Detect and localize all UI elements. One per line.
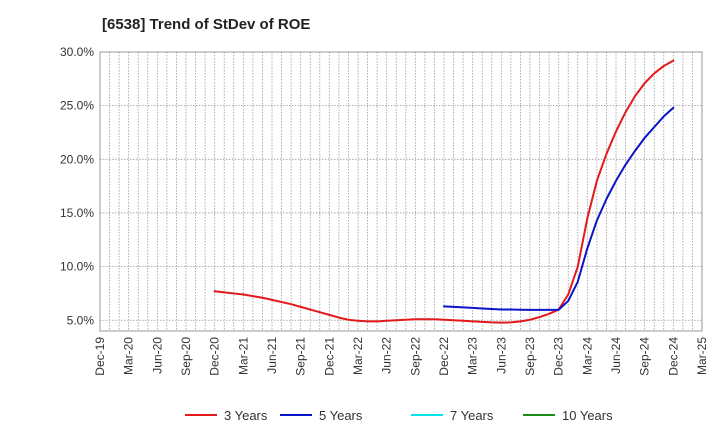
x-tick-label: Dec-19 xyxy=(93,337,107,376)
series-layer xyxy=(213,59,675,324)
x-tick-label: Sep-23 xyxy=(523,337,537,376)
y-tick-label: 15.0% xyxy=(60,206,94,220)
x-tick-label: Jun-23 xyxy=(494,337,508,374)
x-tick-label: Dec-21 xyxy=(322,337,336,376)
x-tick-label: Mar-21 xyxy=(236,337,250,375)
grid-layer xyxy=(99,51,703,332)
x-tick-label: Jun-21 xyxy=(265,337,279,374)
legend-label: 3 Years xyxy=(224,408,268,423)
legend-label: 5 Years xyxy=(319,408,363,423)
series-line-3-years xyxy=(213,59,675,324)
axis-layer: 5.0% 10.0% 15.0% 20.0% 25.0% 30.0% Dec-19 Mar-2… xyxy=(60,45,709,376)
x-tick-label: Jun-20 xyxy=(150,337,164,374)
plot-area xyxy=(99,51,703,332)
x-tick-label: Jun-24 xyxy=(609,337,623,374)
y-tick-label: 20.0% xyxy=(60,152,94,166)
x-tick-label: Dec-24 xyxy=(666,337,680,376)
legend: 3 Years 5 Years 7 Years 10 Years xyxy=(185,408,613,423)
x-tick-label: Sep-24 xyxy=(638,337,652,376)
x-tick-label: Mar-20 xyxy=(122,337,136,375)
x-tick-label: Mar-25 xyxy=(695,337,709,375)
legend-label: 10 Years xyxy=(562,408,613,423)
x-tick-label: Mar-22 xyxy=(351,337,365,375)
x-tick-label: Jun-22 xyxy=(380,337,394,374)
x-tick-label: Dec-22 xyxy=(437,337,451,376)
y-tick-label: 5.0% xyxy=(67,313,95,327)
x-tick-label: Sep-22 xyxy=(408,337,422,376)
series-line-5-years xyxy=(443,106,675,311)
x-tick-label: Mar-23 xyxy=(466,337,480,375)
x-tick-label: Dec-20 xyxy=(208,337,222,376)
legend-label: 7 Years xyxy=(450,408,494,423)
x-tick-label: Sep-20 xyxy=(179,337,193,376)
y-tick-label: 10.0% xyxy=(60,260,94,274)
y-tick-label: 25.0% xyxy=(60,99,94,113)
x-tick-label: Sep-21 xyxy=(294,337,308,376)
chart-title: [6538] Trend of StDev of ROE xyxy=(102,16,311,33)
x-tick-label: Mar-24 xyxy=(580,337,594,375)
x-tick-label: Dec-23 xyxy=(552,337,566,376)
y-tick-label: 30.0% xyxy=(60,45,94,59)
